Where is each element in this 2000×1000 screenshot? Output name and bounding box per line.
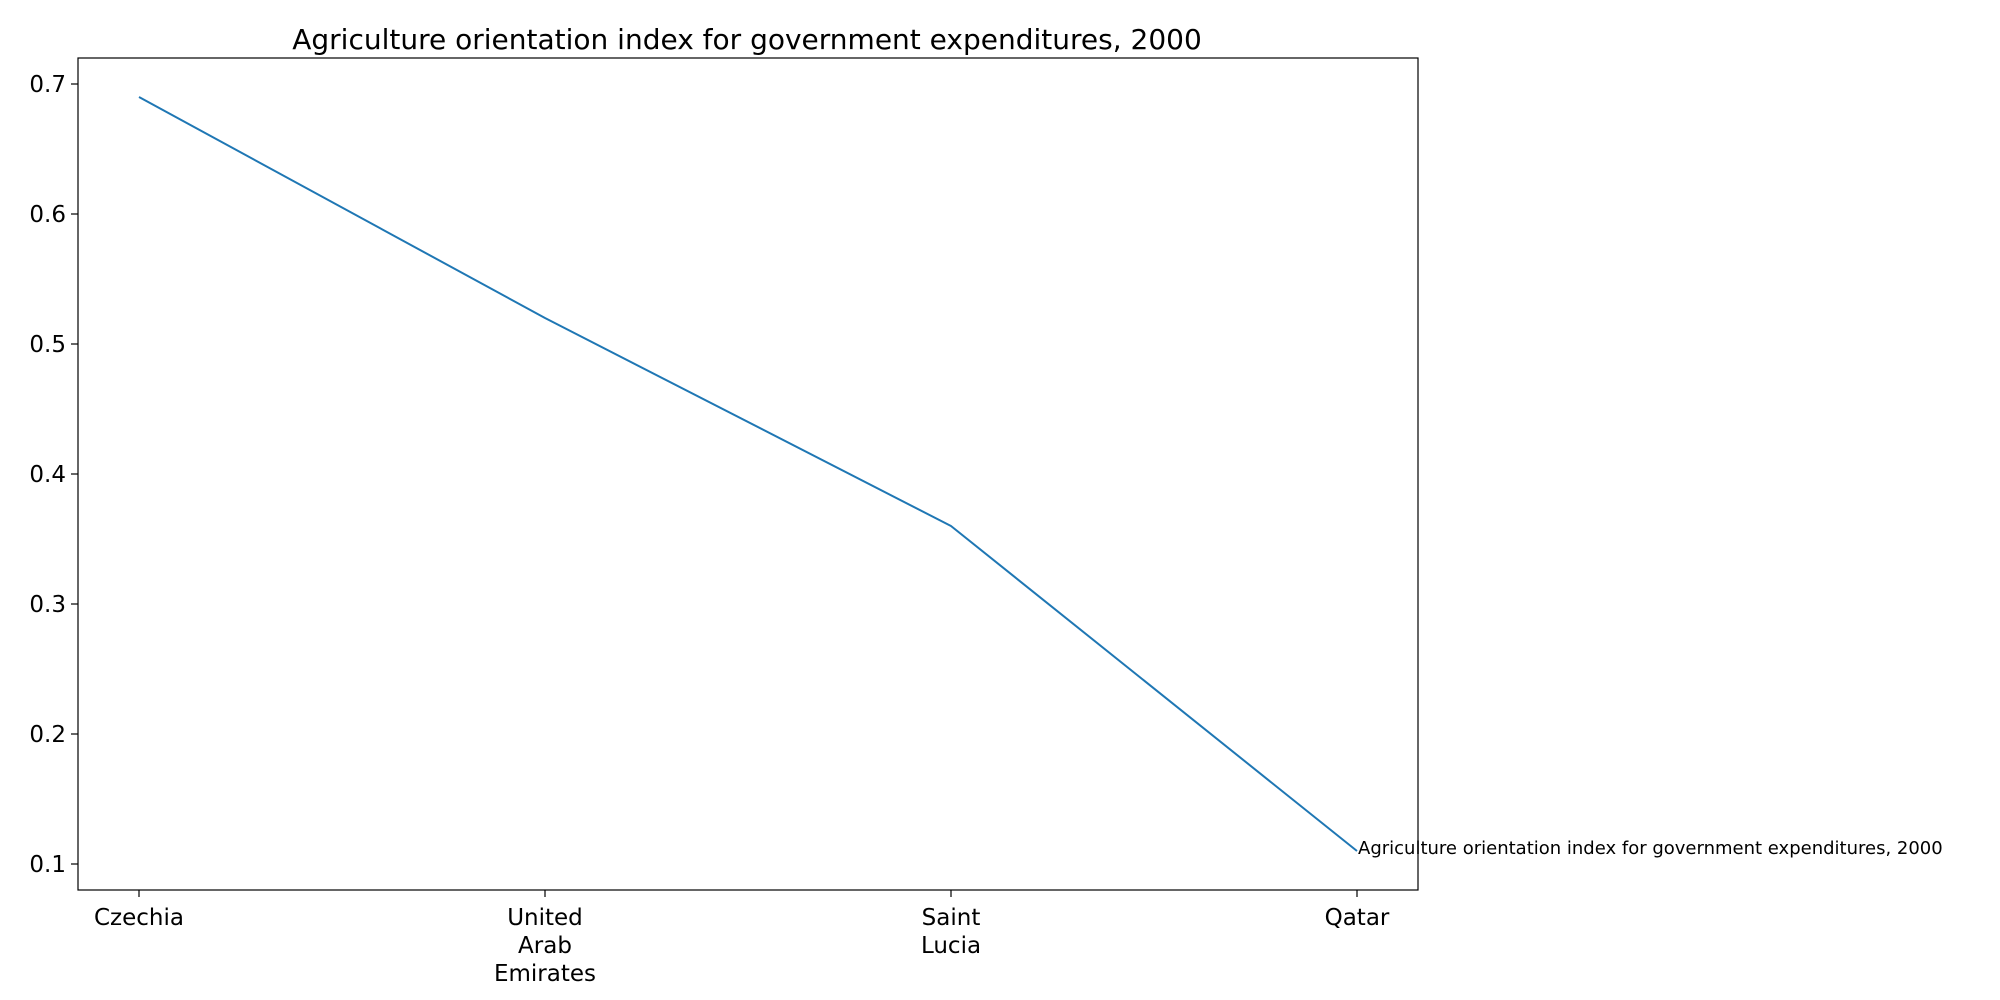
y-tick-label: 0.7 [29,72,66,98]
x-tick-label-line: Emirates [494,961,596,987]
chart-title: Agriculture orientation index for govern… [292,23,1202,56]
x-tick-label-line: Czechia [94,905,184,931]
x-tick-label-line: Lucia [921,933,981,959]
y-tick-label: 0.5 [29,332,66,358]
series-end-label: Agriculture orientation index for govern… [1358,838,1943,859]
series-layer [138,96,1358,852]
x-tick-label: Qatar [1325,905,1390,931]
x-tick-label-line: Saint [922,905,981,931]
x-tick-label-line: United [507,905,583,931]
x-tick-label: Saint Lucia [921,905,981,959]
x-axis: Czechia United Arab Emirates Saint Lucia Qatar [94,890,1390,987]
y-tick-label: 0.6 [29,202,66,228]
series-line [138,96,1358,852]
y-tick-label: 0.2 [29,722,66,748]
x-tick-label-line: Qatar [1325,905,1390,931]
x-tick-label: Czechia [94,905,184,931]
plot-area-frame [77,57,1419,891]
y-axis: 0.1 0.2 0.3 0.4 0.5 0.6 0.7 [29,72,78,878]
y-tick-label: 0.4 [29,462,66,488]
y-tick-label: 0.3 [29,592,66,618]
x-tick-label-line: Arab [518,933,572,959]
x-tick-label: United Arab Emirates [494,905,596,987]
y-tick-label: 0.1 [29,852,66,878]
